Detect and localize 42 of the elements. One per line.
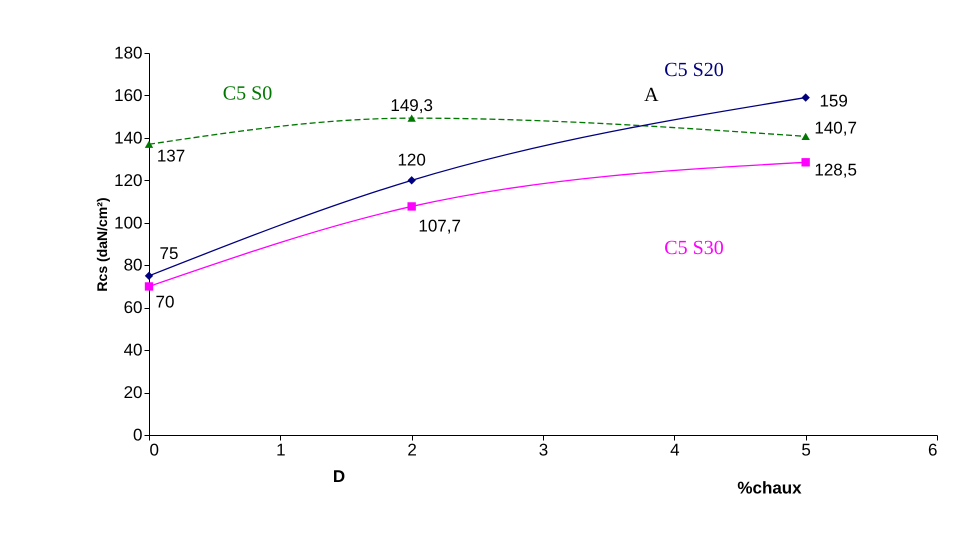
point [801,158,810,166]
point [407,176,416,185]
series-label: C5 S0 [222,82,272,104]
x-axis-title: %chaux [737,478,802,498]
x-tick-label: 6 [928,440,938,460]
y-tick-label: 0 [133,426,142,444]
data-label: 70 [156,292,174,312]
data-label: 75 [160,244,178,263]
point [144,140,154,148]
x-tick-label: 0 [150,440,159,460]
data-label: 140,7 [814,118,857,138]
point [801,132,810,140]
series-label: C5 S20 [664,58,724,81]
data-label: 159 [819,92,848,111]
x-tick-label: 1 [276,440,286,460]
data-label: 107,7 [418,216,461,236]
y-tick-label: 120 [114,170,142,190]
y-axis-title: Rcs (daN/cm²) [94,197,110,292]
data-label: 120 [397,150,426,170]
point [144,282,154,291]
x-tick-label: 3 [538,440,548,460]
y-tick-label: 180 [114,44,142,62]
y-tick-label: 100 [114,213,142,232]
x-tick-label: 4 [670,440,680,460]
data-label: 149,3 [390,96,433,116]
text: D [332,467,346,486]
x-tick-label: 2 [407,440,417,460]
data-label: 137 [156,146,186,166]
y-tick-label: 160 [114,86,142,105]
annotation: A [644,84,660,106]
y-tick-label: 60 [124,298,142,318]
point [144,272,154,280]
point [801,93,810,102]
point [407,202,416,211]
x-tick-label: 5 [801,440,811,460]
y-tick-label: 80 [124,256,142,275]
text: C5 S30 [664,237,724,260]
point [407,114,416,122]
y-tick-label: 140 [114,128,142,148]
y-tick-label: 20 [124,383,142,402]
y-tick-label: 40 [124,340,142,360]
data-label: 128,5 [814,160,857,180]
